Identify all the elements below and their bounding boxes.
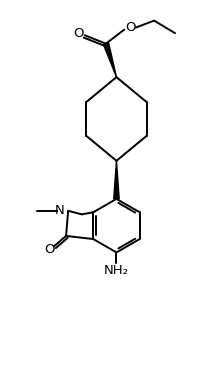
Polygon shape bbox=[114, 161, 119, 199]
Polygon shape bbox=[103, 43, 116, 77]
Text: O: O bbox=[45, 243, 55, 256]
Text: N: N bbox=[54, 204, 64, 217]
Text: O: O bbox=[125, 21, 135, 35]
Text: O: O bbox=[74, 27, 84, 40]
Text: NH₂: NH₂ bbox=[104, 264, 129, 277]
